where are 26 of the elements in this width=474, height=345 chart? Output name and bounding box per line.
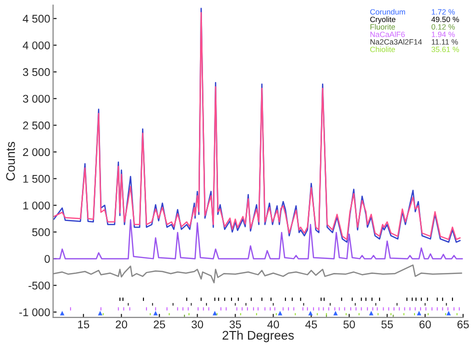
x-tick-label: 50: [343, 320, 355, 328]
y-tick-label: 2 000: [23, 148, 50, 156]
y-tick-label: 4 000: [22, 41, 50, 50]
y-tick-label: -500: [28, 282, 50, 290]
line-series: [53, 219, 463, 260]
x-tick-label: 15: [78, 320, 90, 328]
x-tick-label: 35: [230, 320, 242, 328]
x-tick-label: 20: [116, 320, 128, 328]
y-tick-label: -1 000: [19, 308, 50, 316]
y-tick-label: 0: [44, 254, 50, 263]
x-tick-label: 45: [305, 320, 317, 328]
y-tick-label: 2 500: [23, 122, 50, 130]
y-axis-title: Counts: [6, 142, 15, 180]
y-tick-label: 3 000: [22, 94, 50, 103]
y-tick-label: 1 500: [23, 174, 50, 183]
y-tick-label: 4 500: [22, 14, 50, 23]
x-tick-label: 40: [267, 320, 280, 328]
y-tick-label: 500: [32, 228, 50, 236]
x-tick-label: 30: [192, 320, 204, 328]
x-axis-title: 2Th Degrees: [222, 330, 294, 342]
x-tick-label: 55: [381, 320, 393, 328]
y-tick-label: 3 500: [22, 68, 50, 76]
y-tick-label: 1 000: [23, 202, 50, 210]
x-tick-label: 60: [420, 320, 431, 328]
x-tick-label: 65: [457, 320, 469, 328]
x-tick-label: 25: [154, 320, 166, 328]
